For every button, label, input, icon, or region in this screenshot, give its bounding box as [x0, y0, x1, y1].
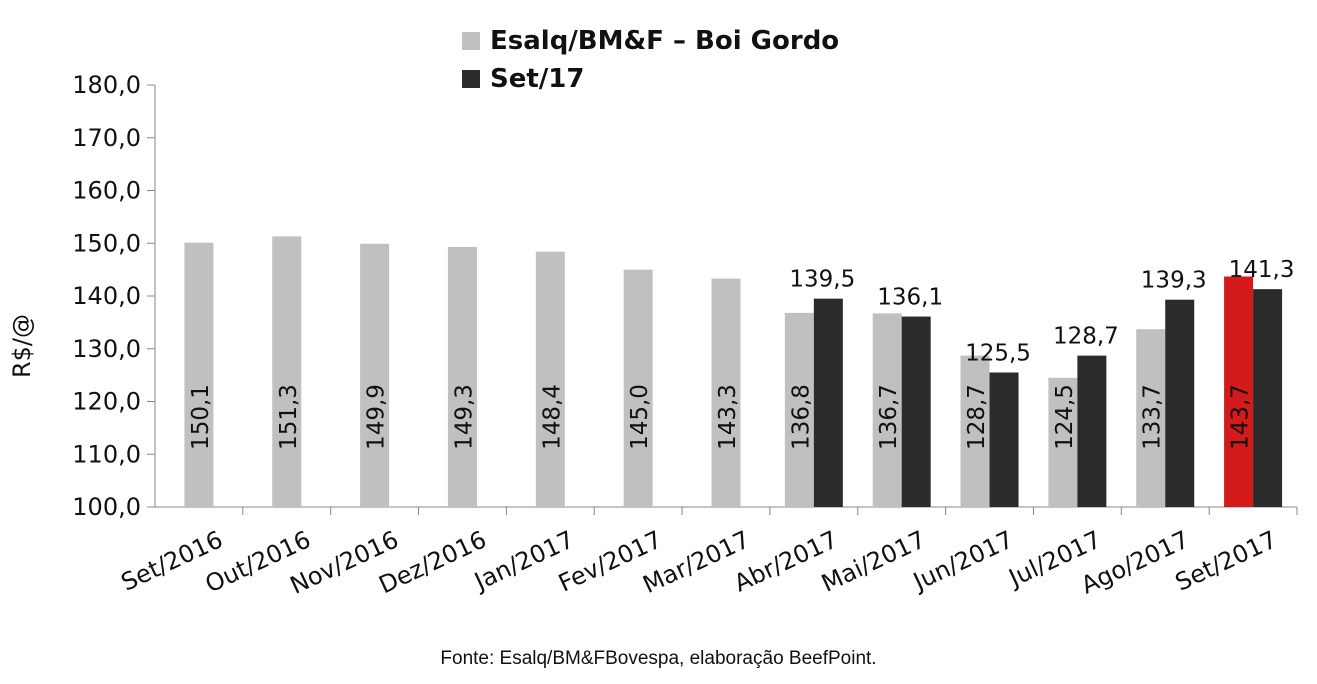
legend-item-set17: Set/17: [462, 60, 839, 98]
bar-esalq: [360, 243, 390, 507]
data-label-esalq: 149,9: [364, 384, 390, 450]
bar-esalq: [1048, 377, 1078, 507]
data-label-set17: 125,5: [965, 340, 1031, 366]
bar-esalq: [784, 312, 814, 507]
data-label-set17: 139,5: [789, 267, 855, 293]
x-tick-label: Jun/2017: [907, 525, 1017, 596]
x-tick-label: Set/2017: [1171, 525, 1281, 596]
y-tick-label: 110,0: [72, 440, 141, 468]
y-tick-label: 170,0: [72, 124, 141, 152]
data-label-esalq: 136,7: [876, 384, 902, 450]
source-note: Fonte: Esalq/BM&FBovespa, elaboração Bee…: [440, 648, 877, 669]
y-tick-label: 180,0: [72, 71, 141, 99]
data-label-esalq: 128,7: [964, 384, 990, 450]
data-label-esalq: 148,4: [539, 384, 565, 450]
y-tick-label: 140,0: [72, 282, 141, 310]
data-label-set17: 128,7: [1053, 324, 1119, 350]
bar-esalq: [272, 236, 302, 507]
data-label-esalq: 150,1: [188, 384, 214, 450]
bar-set17: [1253, 289, 1283, 507]
data-label-set17: 141,3: [1229, 257, 1295, 283]
legend-label-esalq: Esalq/BM&F – Boi Gordo: [490, 26, 840, 56]
bar-esalq: [872, 313, 902, 507]
y-tick-label: 160,0: [72, 177, 141, 205]
bar-set17: [1077, 355, 1107, 507]
bar-esalq: [535, 251, 565, 507]
bar-set17: [1165, 299, 1195, 507]
bar-esalq: [711, 278, 741, 507]
legend-swatch-esalq: [462, 32, 480, 50]
bar-set17: [813, 298, 843, 507]
bar-esalq: [184, 242, 214, 507]
legend-item-esalq: Esalq/BM&F – Boi Gordo: [462, 22, 839, 60]
bar-set17: [989, 372, 1019, 507]
y-tick-label: 150,0: [72, 229, 141, 257]
chart-legend: Esalq/BM&F – Boi Gordo Set/17: [462, 22, 839, 98]
data-label-set17: 136,1: [877, 285, 943, 311]
data-label-esalq: 124,5: [1052, 384, 1078, 450]
bar-esalq: [1136, 329, 1166, 507]
legend-label-set17: Set/17: [490, 64, 585, 94]
y-tick-label: 130,0: [72, 335, 141, 363]
bar-esalq: [1224, 276, 1254, 507]
y-axis-title: R$/@: [8, 314, 36, 378]
y-tick-label: 100,0: [72, 493, 141, 521]
bar-esalq: [623, 269, 653, 507]
data-label-esalq: 133,7: [1140, 384, 1166, 450]
data-label-esalq: 145,0: [627, 384, 653, 450]
bar-esalq: [447, 246, 477, 507]
data-label-esalq: 151,3: [276, 384, 302, 450]
data-label-esalq: 149,3: [451, 384, 477, 450]
y-tick-label: 120,0: [72, 388, 141, 416]
bar-esalq: [960, 355, 990, 507]
legend-swatch-set17: [462, 70, 480, 88]
data-label-esalq: 136,8: [788, 384, 814, 450]
data-label-esalq: 143,7: [1228, 384, 1254, 450]
data-label-set17: 139,3: [1141, 268, 1207, 294]
bar-set17: [901, 316, 931, 507]
data-label-esalq: 143,3: [715, 384, 741, 450]
